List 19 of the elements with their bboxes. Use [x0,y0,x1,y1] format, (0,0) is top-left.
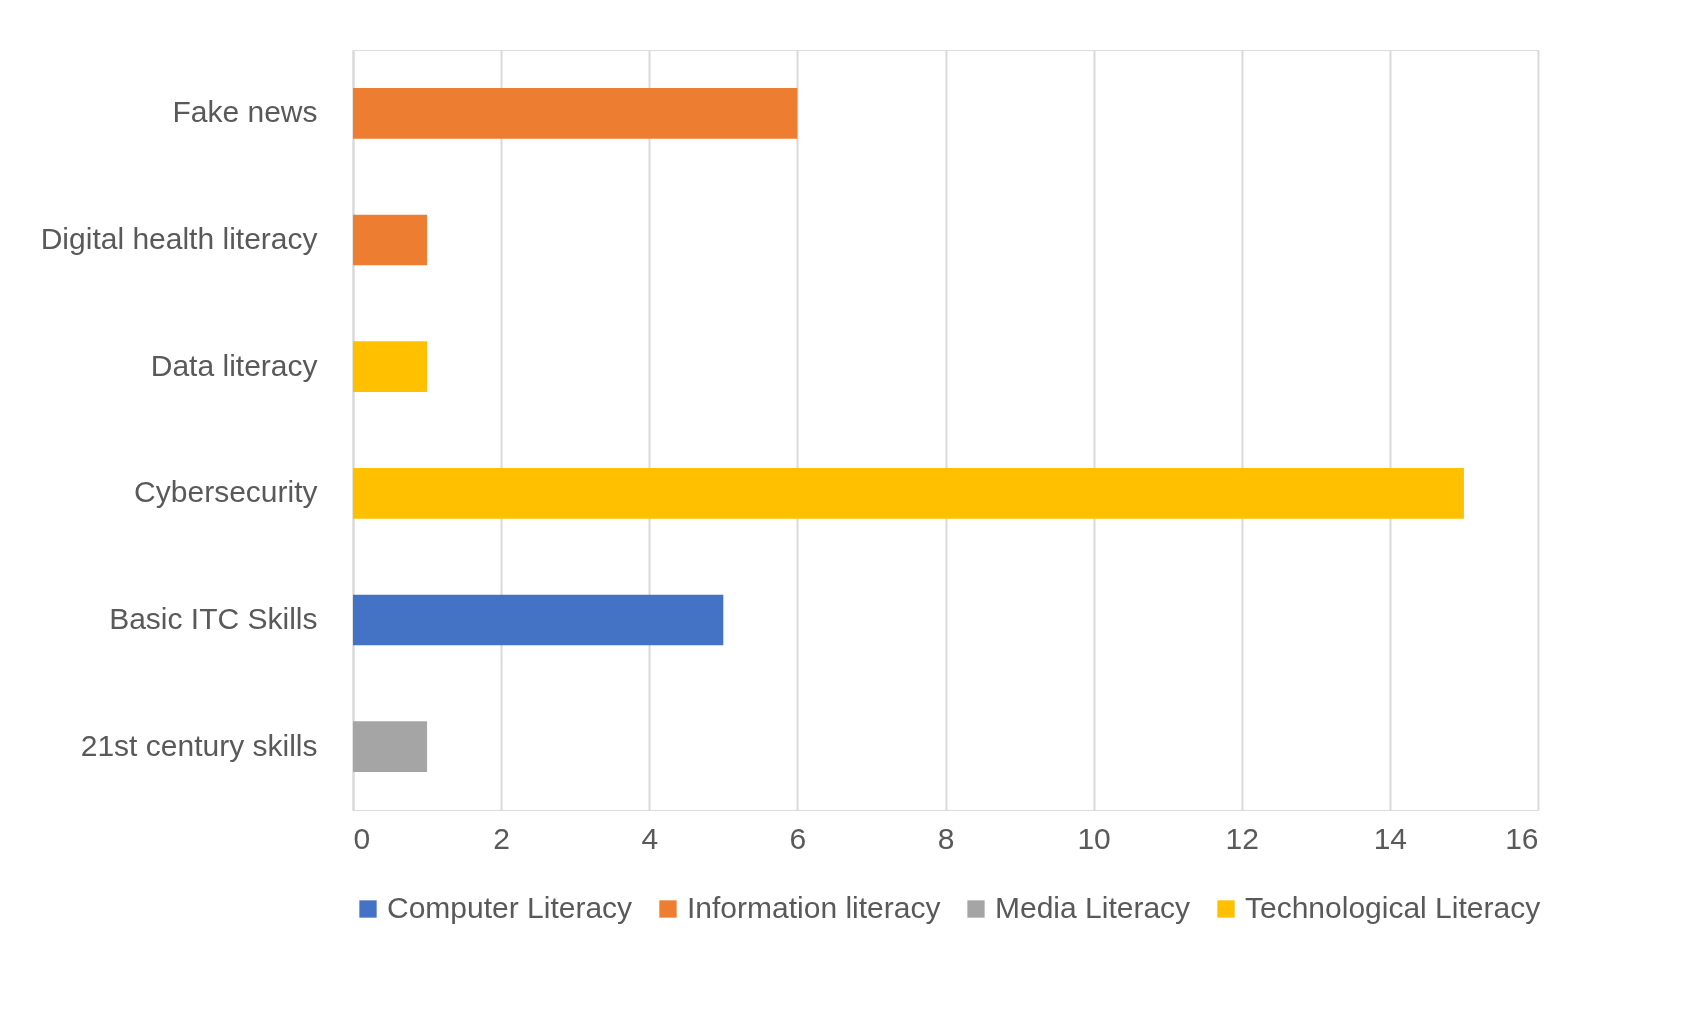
x-tick-label: 2 [493,821,510,855]
x-tick-label: 12 [1225,821,1259,855]
x-tick-label: 6 [789,821,807,855]
x-tick-label: 10 [1077,821,1111,855]
y-tick-label: Cybersecurity [134,475,318,509]
x-tick-label: 4 [641,821,659,855]
legend-label: Technological Literacy [1245,891,1541,924]
x-tick-label: 8 [937,821,955,855]
x-tick-label: 0 [353,821,371,855]
legend-label: Computer Literacy [387,891,633,924]
y-tick-label: Data literacy [150,348,318,382]
y-tick-label: Fake news [172,95,318,129]
legend-label: Information literacy [687,891,941,924]
legend-label: Media Literacy [995,891,1191,924]
x-tick-label: 14 [1373,821,1408,855]
x-tick-label: 16 [1505,821,1539,855]
y-tick-label: Basic ITC Skills [109,602,318,635]
y-tick-label: 21st century skills [80,728,318,762]
y-tick-label: Digital health literacy [40,222,318,255]
